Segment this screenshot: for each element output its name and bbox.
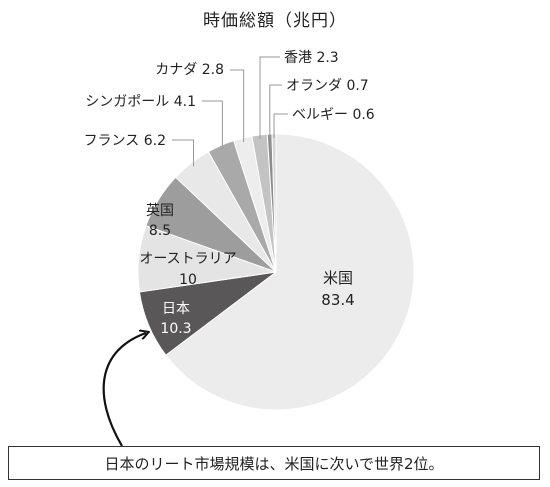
slice-2-label: 日本 [162, 301, 190, 317]
slice-8-leader-line [259, 56, 280, 139]
slice-10-label: ベルギー 0.6 [292, 107, 375, 123]
slice-5-leader-line [172, 139, 195, 167]
annotation-arrow [102, 333, 146, 447]
slice-10-leader-line [273, 113, 288, 139]
slice-9-leader-line [269, 84, 282, 139]
slice-6-leader-line [202, 100, 223, 150]
annotation-box: 日本のリート市場規模は、米国に次いで世界2位。 [8, 446, 540, 480]
annotation-text: 日本のリート市場規模は、米国に次いで世界2位。 [104, 454, 444, 473]
slice-1-wedge [165, 133, 415, 411]
slice-4-label: 英国 [146, 202, 174, 219]
slice-1-label: 米国 [323, 269, 353, 287]
slice-2-value: 10.3 [160, 321, 191, 337]
slice-4-value: 8.5 [149, 223, 171, 239]
slice-9-label: オランダ 0.7 [286, 78, 369, 94]
slice-7-label: カナダ 2.8 [155, 62, 224, 78]
slice-3-label: オーストラリア [139, 251, 236, 267]
slice-1-value: 83.4 [321, 291, 354, 309]
chart-title: 時価総額（兆円） [203, 11, 347, 31]
slice-3-value: 10 [179, 272, 197, 288]
slice-8-label: 香港 2.3 [284, 50, 339, 66]
slice-7-leader-line [230, 69, 245, 142]
slice-5-label: フランス 6.2 [84, 133, 166, 149]
slice-6-label: シンガポール 4.1 [85, 94, 196, 110]
